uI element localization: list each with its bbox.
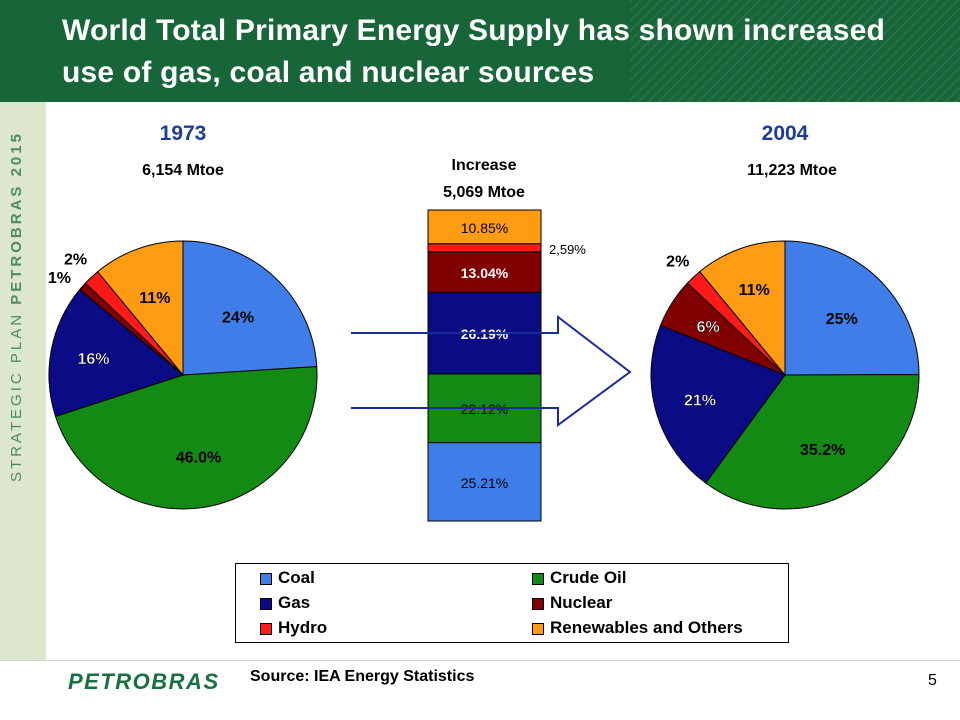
pie-label-hydro: 2%	[666, 254, 689, 271]
pie-label-crude-oil: 35.2%	[800, 442, 845, 459]
pie-slice-coal	[784, 240, 920, 376]
year-1973-label: 1973	[160, 122, 207, 145]
pie-slice-gas	[650, 324, 786, 484]
total-2004-label: 11,223 Mtoe	[747, 162, 837, 179]
sidebar-band: STRATEGIC PLAN PETROBRAS 2015	[0, 102, 46, 660]
increase-total-label: 5,069 Mtoe	[443, 184, 525, 201]
pie-slice-renewables-and-others	[699, 240, 786, 377]
pie-slice-crude-oil	[704, 374, 920, 510]
legend-label: Coal	[278, 568, 315, 587]
bar-segment-hydro	[427, 243, 542, 253]
pie-slice-coal	[182, 240, 318, 376]
increase-arrow	[351, 314, 632, 427]
pie-label-crude-oil: 46.0%	[176, 450, 221, 467]
legend-label: Crude Oil	[550, 568, 627, 587]
energy-chart: 24%46.0%16%1%2%11% 25.21%22.12%26.19%13.…	[48, 122, 920, 522]
petrobras-logo: PETROBRAS	[68, 669, 220, 694]
legend-swatch	[260, 598, 272, 610]
pie-label-nuclear: 6%	[697, 319, 720, 336]
header-band: World Total Primary Energy Supply has sh…	[0, 0, 960, 102]
header-stripe-pattern	[630, 0, 960, 102]
pie-label-coal: 24%	[222, 309, 254, 326]
bar-label-coal: 25.21%	[461, 475, 508, 491]
bar-label-renewables-and-others: 10.85%	[461, 220, 508, 236]
pie-label-gas: 21%	[684, 392, 716, 409]
pie-2004: 25% 35.2% 21% 6% 2% 11%	[650, 240, 920, 510]
pie-slice-gas	[48, 288, 185, 418]
pie-label-coal: 25%	[826, 311, 858, 328]
bar-label-nuclear: 13.04%	[461, 265, 509, 281]
bar-segment-renewables-and-others	[427, 209, 542, 245]
footer-divider	[0, 660, 960, 661]
legend: Coal Crude Oil Gas Nuclear Hydro Renewab…	[235, 563, 789, 643]
pie-slice-crude-oil	[54, 366, 318, 510]
pie-label-gas: 16%	[77, 351, 109, 368]
total-1973-label: 6,154 Mtoe	[142, 162, 224, 179]
legend-swatch	[260, 623, 272, 635]
legend-swatch	[532, 623, 544, 635]
legend-swatch	[532, 573, 544, 585]
slide-title: World Total Primary Energy Supply has sh…	[62, 14, 886, 89]
legend-label: Hydro	[278, 618, 328, 637]
year-2004-label: 2004	[762, 122, 809, 145]
pie-slice-renewables-and-others	[96, 240, 184, 377]
legend-swatch	[532, 598, 544, 610]
legend-label: Gas	[278, 593, 311, 612]
increase-stacked-bar: 25.21% 22.12% 26.19% 13.04% 2,59% 10.85%	[427, 209, 586, 522]
pie-label-renewables-and-others: 11%	[739, 282, 770, 299]
source-note: Source: IEA Energy Statistics	[250, 668, 475, 685]
page-number: 5	[928, 672, 937, 689]
bar-label-crude-oil: 22.12%	[461, 401, 508, 417]
pie-label-hydro: 2%	[64, 252, 87, 269]
legend-label: Nuclear	[550, 593, 613, 612]
bar-label-hydro: 2,59%	[549, 242, 586, 257]
pie-1973: 24% 46.0% 16% 1%2% 11%	[48, 240, 318, 510]
legend-label: Renewables and Others	[550, 618, 743, 637]
bar-segment-coal	[427, 442, 542, 522]
bar-segment-nuclear	[427, 251, 542, 293]
bar-label-gas: 26.19%	[461, 326, 509, 342]
legend-swatch	[260, 573, 272, 585]
pie-label-nuclear: 1%	[48, 270, 71, 287]
pie-label-renewables-and-others: 11%	[139, 290, 170, 307]
increase-title-label: Increase	[452, 157, 517, 174]
